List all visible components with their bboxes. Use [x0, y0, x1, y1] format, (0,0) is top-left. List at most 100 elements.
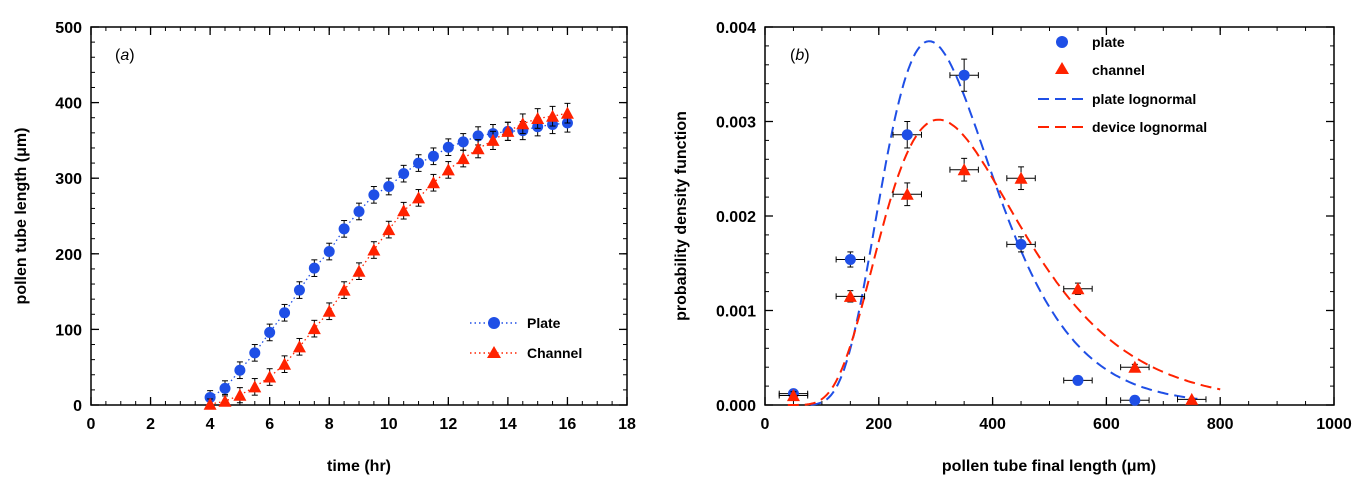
legend-plate-b-label: plate — [1092, 34, 1125, 50]
data-point-plate — [279, 307, 291, 319]
legend-plate-label: Plate — [527, 315, 561, 331]
data-point-channel — [843, 289, 857, 302]
data-point-channel — [292, 340, 306, 353]
data-point-plate — [958, 69, 970, 81]
data-point-plate — [413, 157, 425, 169]
data-point-channel — [426, 176, 440, 189]
panel-b-ticks: 0 200 400 600 800 1000 0.000 0.001 0.002 0.003 0.0… — [716, 20, 1352, 433]
data-point-plate — [427, 150, 439, 162]
x-tick-label: 0 — [761, 416, 770, 433]
y-tick-label: 0.004 — [716, 20, 756, 37]
legend-item-plate-b: plate — [1056, 34, 1125, 50]
legend-item-plate-lognormal: plate lognormal — [1038, 91, 1196, 107]
panel-b-legend: plate channel plate lognormal device log… — [1038, 34, 1207, 135]
data-point-channel — [471, 142, 485, 155]
panel-b-label: (b) — [790, 47, 810, 64]
x-tick-label: 8 — [325, 416, 334, 433]
y-tick-label: 500 — [55, 20, 82, 37]
x-tick-label: 4 — [206, 416, 215, 433]
panel-b-y-axis-title: probability density function — [673, 111, 690, 321]
fit-curve-plate-lognormal — [810, 40, 1198, 406]
legend-plate-b-marker — [1056, 36, 1068, 48]
data-point-plate — [204, 391, 216, 403]
data-point-channel — [233, 388, 247, 401]
legend-channel-marker — [487, 346, 501, 358]
x-tick-label: 0 — [87, 416, 96, 433]
series-line-plate — [209, 122, 568, 398]
data-point-plate — [383, 181, 395, 193]
data-point-channel — [546, 109, 560, 122]
x-tick-label: 16 — [559, 416, 577, 433]
data-point-channel — [1014, 171, 1028, 184]
data-point-plate — [398, 168, 410, 180]
x-tick-label: 10 — [380, 416, 398, 433]
data-point-channel — [322, 304, 336, 317]
data-point-plate — [442, 141, 454, 153]
data-point-plate — [353, 205, 365, 217]
data-point-plate — [308, 262, 320, 274]
series-line-channel — [209, 112, 568, 405]
fit-curve-device-lognormal — [787, 118, 1221, 406]
y-tick-label: 0.001 — [716, 304, 756, 321]
x-tick-label: 14 — [499, 416, 517, 433]
y-tick-label: 400 — [55, 96, 82, 113]
y-tick-label: 0 — [73, 398, 82, 415]
legend-channel-b-label: channel — [1092, 62, 1145, 78]
data-point-plate — [1015, 238, 1027, 250]
legend-item-channel-b: channel — [1055, 62, 1145, 78]
x-tick-label: 600 — [1093, 416, 1120, 433]
data-point-channel — [516, 117, 530, 130]
x-tick-label: 800 — [1207, 416, 1234, 433]
y-tick-label: 300 — [55, 171, 82, 188]
data-point-plate — [323, 246, 335, 258]
data-point-channel — [1185, 392, 1199, 405]
data-point-channel — [560, 106, 574, 119]
data-point-channel — [412, 191, 426, 204]
x-tick-label: 12 — [439, 416, 457, 433]
data-point-channel — [957, 163, 971, 176]
panel-a-legend: Plate Channel — [470, 315, 582, 361]
data-point-plate — [472, 130, 484, 142]
data-point-channel — [203, 397, 217, 410]
data-point-plate — [1072, 374, 1084, 386]
data-point-plate — [264, 326, 276, 338]
data-point-plate — [457, 136, 469, 148]
panel-a-y-axis-title: pollen tube length (μm) — [13, 128, 30, 305]
data-point-plate — [249, 347, 261, 359]
data-point-channel — [397, 204, 411, 217]
y-tick-label: 0.002 — [716, 209, 756, 226]
data-point-channel — [248, 380, 262, 393]
y-tick-label: 0.003 — [716, 115, 756, 132]
data-point-plate — [219, 382, 231, 394]
panel-a-ticks: 0 2 4 6 8 10 12 14 16 18 0 100 200 300 400 500 — [55, 20, 636, 433]
data-point-channel — [1071, 282, 1085, 295]
panel-b: 0 200 400 600 800 1000 0.000 0.001 0.002 0.003 0.0… — [673, 20, 1352, 475]
y-tick-label: 0.000 — [716, 398, 756, 415]
data-point-channel — [263, 370, 277, 383]
data-point-channel — [486, 133, 500, 146]
data-point-channel — [307, 322, 321, 335]
data-point-channel — [278, 357, 292, 370]
data-point-plate — [234, 364, 246, 376]
data-point-channel — [367, 243, 381, 256]
y-tick-label: 200 — [55, 247, 82, 264]
legend-item-plate: Plate — [470, 315, 561, 331]
legend-item-channel: Channel — [470, 345, 582, 361]
data-point-channel — [218, 394, 232, 407]
legend-plate-marker — [488, 317, 500, 329]
legend-item-device-lognormal: device lognormal — [1038, 119, 1207, 135]
panel-b-data — [778, 40, 1221, 406]
data-point-plate — [844, 253, 856, 265]
data-point-channel — [531, 111, 545, 125]
legend-channel-label: Channel — [527, 345, 582, 361]
data-point-plate — [1129, 394, 1141, 406]
data-point-plate — [338, 223, 350, 235]
data-point-channel — [1128, 360, 1142, 373]
data-point-channel — [900, 187, 914, 200]
x-tick-label: 400 — [979, 416, 1006, 433]
data-point-channel — [441, 163, 455, 176]
data-point-plate — [293, 284, 305, 296]
y-tick-label: 100 — [55, 322, 82, 339]
x-tick-label: 200 — [865, 416, 892, 433]
data-point-channel — [456, 152, 470, 165]
